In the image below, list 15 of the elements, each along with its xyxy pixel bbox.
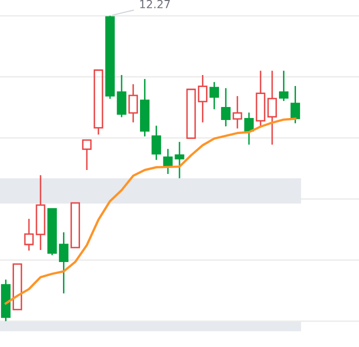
candlestick: [128, 83, 138, 124]
candlestick: [1, 278, 11, 322]
candlestick: [221, 87, 231, 128]
candlestick: [116, 74, 126, 118]
candlestick: [209, 81, 219, 110]
candlestick: [198, 74, 208, 124]
candlestick: [140, 78, 150, 138]
candlestick: [174, 141, 184, 179]
candlestick: [278, 70, 288, 102]
candlestick: [58, 232, 68, 294]
candlestick: [267, 70, 277, 146]
candlestick: [36, 174, 46, 251]
text: 12.27: [140, 0, 170, 8]
candlestick: [232, 95, 242, 130]
candlestick: [152, 125, 162, 161]
